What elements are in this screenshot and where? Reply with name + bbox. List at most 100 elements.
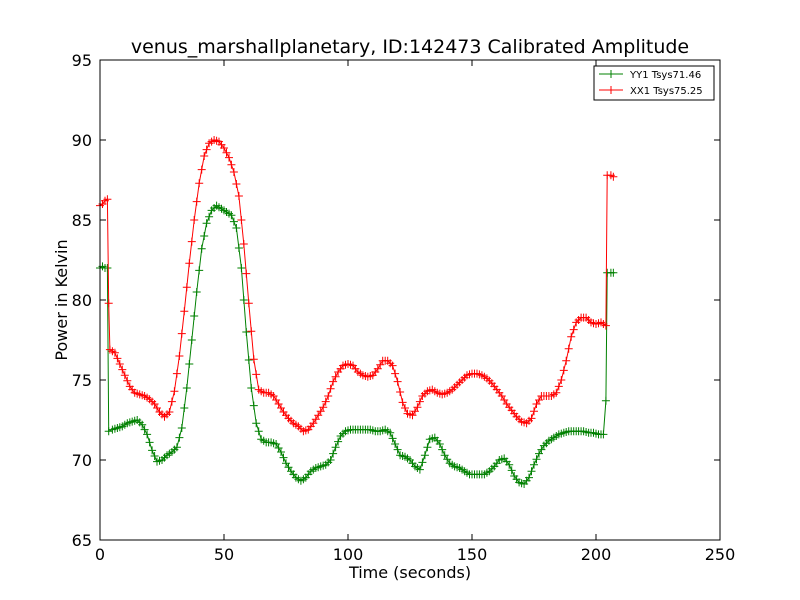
data-point-marker	[185, 259, 194, 268]
data-point-marker	[420, 451, 429, 460]
data-point-marker	[244, 299, 253, 308]
data-point-marker	[601, 321, 610, 330]
data-point-marker	[388, 434, 397, 443]
data-point-marker	[279, 453, 288, 462]
data-point-marker	[242, 269, 251, 278]
x-axis-label: Time (seconds)	[348, 563, 471, 582]
y-axis-label: Power in Kelvin	[52, 239, 71, 360]
data-point-marker	[103, 195, 112, 204]
data-point-marker	[104, 427, 113, 436]
data-point-marker	[609, 268, 618, 277]
data-point-marker	[167, 397, 176, 406]
data-point-marker	[393, 377, 402, 386]
data-point-marker	[229, 168, 238, 176]
y-tick-label: 75	[72, 371, 92, 390]
data-point-marker	[527, 467, 536, 476]
data-point-marker	[138, 420, 147, 429]
data-point-marker	[104, 299, 113, 308]
legend-box	[593, 65, 715, 101]
series-1	[96, 136, 618, 436]
data-point-marker	[527, 414, 536, 423]
data-point-marker	[190, 312, 199, 320]
data-point-marker	[172, 369, 181, 378]
data-point-marker	[567, 332, 576, 341]
data-point-marker	[182, 283, 191, 292]
data-point-marker	[505, 460, 514, 469]
data-point-marker	[557, 376, 566, 384]
legend-label-yy1: YY1 Tsys71.46	[629, 70, 701, 81]
data-point-marker	[177, 329, 186, 338]
data-point-marker	[562, 356, 571, 365]
data-point-marker	[175, 433, 184, 442]
data-point-marker	[197, 165, 206, 174]
series-0	[96, 201, 618, 488]
data-point-marker	[225, 153, 233, 162]
data-point-marker	[321, 397, 330, 406]
data-point-marker	[438, 445, 447, 454]
data-point-marker	[192, 197, 201, 206]
data-point-marker	[331, 372, 340, 381]
series-layer	[96, 136, 618, 488]
data-point-marker	[559, 366, 568, 375]
data-point-marker	[247, 327, 256, 336]
data-point-marker	[187, 237, 196, 246]
data-point-marker	[530, 407, 538, 416]
data-point-marker	[234, 192, 243, 200]
tick-layer: 0 50 100 150 200 250 65 70 75 80 85 90 95	[72, 51, 736, 564]
data-point-marker	[190, 216, 199, 224]
data-point-marker	[170, 387, 179, 396]
data-point-marker	[165, 408, 174, 416]
data-point-marker	[232, 224, 241, 232]
x-tick-label: 50	[214, 545, 234, 564]
chart-title: venus_marshallplanetary, ID:142473 Calib…	[131, 36, 689, 58]
data-point-marker	[530, 460, 538, 469]
data-point-marker	[237, 264, 246, 272]
x-tick-label: 100	[333, 545, 364, 564]
data-point-marker	[175, 352, 184, 360]
data-point-marker	[507, 466, 516, 475]
data-point-marker	[418, 458, 427, 467]
data-point-marker	[435, 440, 444, 448]
data-point-marker	[182, 384, 191, 392]
data-point-marker	[202, 145, 211, 154]
data-point-marker	[388, 361, 397, 370]
data-point-marker	[554, 382, 563, 391]
data-point-marker	[415, 397, 424, 406]
data-point-marker	[398, 398, 407, 407]
data-point-marker	[120, 371, 129, 380]
x-tick-label: 200	[581, 545, 612, 564]
data-point-marker	[200, 152, 209, 160]
data-point-marker	[115, 360, 124, 368]
data-point-marker	[334, 437, 343, 446]
data-point-marker	[180, 404, 189, 412]
data-point-marker	[220, 144, 228, 152]
data-point-marker	[396, 388, 405, 396]
data-point-marker	[148, 446, 157, 455]
data-point-marker	[205, 212, 214, 221]
legend-label-xx1: XX1 Tsys75.25	[630, 86, 703, 97]
data-point-marker	[227, 211, 236, 220]
data-point-marker	[326, 456, 335, 464]
data-point-marker	[326, 384, 335, 393]
data-point-marker	[391, 440, 400, 448]
data-point-marker	[202, 219, 211, 228]
data-point-marker	[200, 232, 209, 240]
y-tick-label: 95	[72, 51, 92, 70]
data-point-marker	[150, 452, 159, 460]
data-point-marker	[609, 172, 618, 181]
data-point-marker	[391, 369, 400, 378]
data-point-marker	[195, 266, 204, 275]
data-point-marker	[386, 428, 395, 437]
data-point-marker	[229, 217, 238, 226]
data-point-marker	[525, 473, 533, 482]
data-point-marker	[103, 264, 112, 272]
data-point-marker	[401, 404, 409, 412]
data-point-marker	[222, 148, 231, 157]
y-tick-label: 65	[72, 531, 92, 550]
data-point-marker	[145, 438, 154, 447]
data-point-marker	[237, 216, 246, 224]
data-point-marker	[227, 160, 236, 169]
data-point-marker	[319, 403, 328, 412]
y-tick-label: 70	[72, 451, 92, 470]
